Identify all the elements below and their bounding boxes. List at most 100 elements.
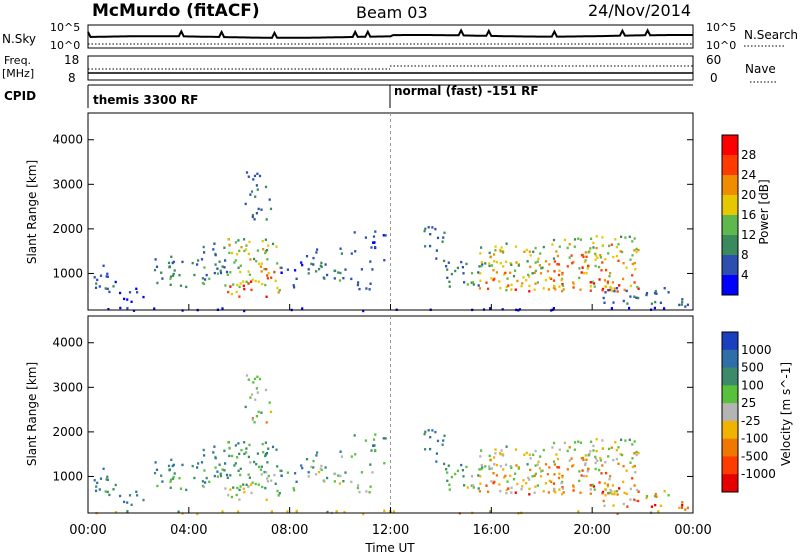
power-cell	[533, 271, 536, 274]
velocity-cell	[323, 480, 326, 483]
power-cell	[532, 250, 535, 253]
power-cell	[243, 309, 246, 313]
velocity-cell	[505, 463, 508, 466]
power-cell	[619, 250, 622, 253]
velocity-cell	[254, 398, 257, 401]
velocity-cell	[238, 488, 241, 492]
velocity-cell	[650, 505, 653, 508]
power-cell	[267, 244, 270, 247]
power-cell	[307, 268, 310, 271]
power-cell	[225, 270, 229, 274]
velocity-cell	[264, 486, 267, 490]
power-cell	[374, 246, 377, 249]
power-cell	[589, 285, 592, 288]
power-cell	[368, 288, 371, 291]
power-cell	[498, 280, 501, 283]
power-cell	[234, 241, 237, 244]
velocity-cell	[434, 430, 437, 434]
power-cell	[102, 264, 105, 267]
power-cell	[498, 248, 502, 252]
power-cell	[443, 231, 446, 234]
velocity-cell	[384, 437, 387, 440]
colorbar-tick-label: 24	[741, 168, 756, 182]
velocity-cell	[227, 441, 230, 444]
velocity-cell	[537, 460, 540, 463]
power-cell	[253, 174, 257, 178]
power-cell	[216, 272, 219, 275]
velocity-cell	[278, 492, 281, 495]
power-cell	[562, 288, 565, 291]
power-cell	[242, 280, 245, 283]
velocity-cell	[456, 469, 459, 473]
velocity-cell	[626, 505, 629, 508]
colorbar-swatch	[722, 215, 738, 236]
velocity-cell	[589, 484, 592, 487]
velocity-cell	[505, 492, 508, 495]
power-cell	[510, 263, 513, 266]
freq-unit-label: [MHz]	[2, 67, 34, 80]
power-cell	[280, 271, 283, 274]
power-cell	[548, 276, 551, 280]
velocity-cell	[515, 464, 518, 467]
power-cell	[223, 266, 226, 269]
power-cell	[445, 265, 448, 268]
power-cell	[584, 260, 587, 264]
velocity-cell	[247, 378, 250, 381]
velocity-cell	[610, 446, 613, 449]
velocity-cell	[286, 471, 289, 474]
power-cell	[589, 289, 592, 292]
power-cell	[566, 246, 569, 250]
colorbar-tick-label: -500	[741, 449, 768, 463]
velocity-cell	[553, 487, 556, 491]
velocity-cell	[114, 483, 117, 487]
velocity-y-axis-label: Slant Range [km]	[25, 362, 39, 466]
velocity-cell	[258, 377, 262, 381]
power-cell	[487, 287, 490, 290]
velocity-cell	[629, 487, 632, 491]
nave-label: Nave	[745, 62, 776, 76]
velocity-cell	[617, 462, 620, 465]
power-cell	[556, 263, 559, 266]
velocity-cell	[450, 475, 453, 479]
velocity-cell	[481, 466, 484, 469]
power-cell	[265, 268, 268, 271]
velocity-cell	[368, 491, 371, 494]
power-cell	[615, 287, 619, 290]
velocity-cell	[191, 464, 194, 468]
power-cell	[478, 287, 481, 290]
velocity-cell	[663, 490, 666, 493]
velocity-cell	[539, 475, 543, 478]
velocity-cell	[249, 461, 252, 464]
power-cell	[442, 236, 445, 239]
power-cell	[681, 298, 684, 301]
y-tick-label: 2000	[52, 425, 83, 439]
velocity-cell	[264, 441, 267, 444]
power-cell	[448, 285, 451, 288]
x-tick-label: 20:00	[573, 523, 610, 538]
velocity-cell	[350, 455, 353, 458]
power-cell	[316, 248, 319, 251]
velocity-cell	[561, 493, 564, 496]
velocity-cell	[257, 483, 260, 486]
velocity-cell	[463, 484, 466, 487]
power-cell	[645, 292, 649, 295]
velocity-cell	[594, 457, 598, 460]
power-cell	[595, 246, 598, 250]
power-cell	[205, 273, 208, 277]
power-y-ticks: 1000 2000 3000 4000	[52, 113, 693, 310]
velocity-cell	[577, 440, 580, 443]
velocity-cell	[169, 480, 172, 483]
velocity-cell	[571, 465, 574, 468]
velocity-cell	[268, 401, 271, 404]
velocity-cell	[181, 463, 184, 467]
power-cell	[169, 277, 172, 280]
velocity-cell	[500, 449, 503, 452]
velocity-cell	[247, 455, 250, 459]
power-cell	[119, 306, 122, 310]
velocity-cell	[548, 466, 551, 469]
power-cell	[612, 255, 615, 259]
power-cell	[528, 290, 531, 293]
power-cell	[631, 240, 634, 243]
power-cell	[580, 271, 583, 274]
velocity-cell	[177, 510, 180, 513]
